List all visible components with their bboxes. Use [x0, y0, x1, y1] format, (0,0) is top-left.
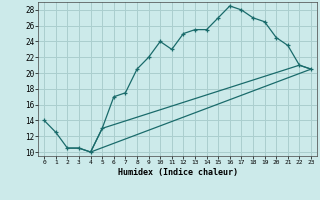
X-axis label: Humidex (Indice chaleur): Humidex (Indice chaleur) [118, 168, 238, 177]
